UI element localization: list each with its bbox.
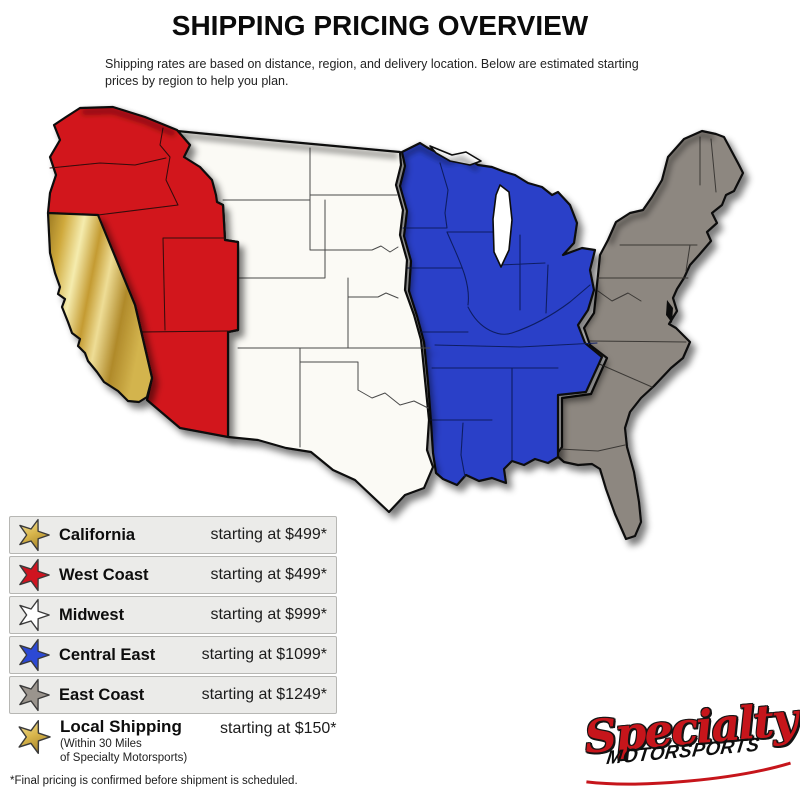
legend-row-central-east: Central East starting at $1099* (9, 636, 337, 674)
legend-row-local-shipping: Local Shipping (Within 30 Miles of Speci… (9, 717, 337, 765)
pricing-legend: California starting at $499* West Coast … (9, 516, 337, 765)
region-west-coast (46, 105, 240, 439)
legend-label-east-coast: East Coast (59, 685, 145, 704)
west-coast-top-shadow (81, 107, 177, 137)
local-shipping-sub-line-2: of Specialty Motorsports) (60, 751, 188, 764)
midwest-top-shadow (179, 131, 399, 160)
legend-price-midwest: starting at $999* (210, 606, 327, 623)
subtitle-line-2: prices by region to help you plan. (105, 74, 289, 88)
legend-label-local-shipping: Local Shipping (60, 717, 182, 736)
central-east-star-icon (19, 638, 50, 672)
page-title: SHIPPING PRICING OVERVIEW (171, 10, 589, 41)
specialty-motorsports-logo: Specialty MOTORSPORTS (573, 692, 800, 800)
region-east-coast-shape (554, 129, 745, 541)
central-east-top-shadow (401, 143, 480, 172)
legend-label-west-coast: West Coast (59, 565, 149, 584)
region-west-coast-shape (46, 105, 240, 439)
region-california-shape (46, 211, 154, 404)
chesapeake-bay-shape (666, 300, 673, 323)
state-borders-central-east (402, 162, 598, 478)
local-shipping-subtext: (Within 30 Miles of Specialty Motorsport… (60, 738, 208, 765)
legend-row-midwest: Midwest starting at $999* (9, 596, 337, 634)
region-california (46, 211, 154, 404)
us-regions-map-svg (46, 105, 745, 541)
local-shipping-star-icon (18, 720, 51, 755)
legend-row-california: California starting at $499* (9, 516, 337, 554)
legend-row-west-coast: West Coast starting at $499* (9, 556, 337, 594)
region-east-coast (554, 129, 745, 541)
legend-price-west-coast: starting at $499* (210, 566, 327, 583)
legend-label-central-east: Central East (59, 645, 156, 664)
legend-price-east-coast: starting at $1249* (201, 686, 327, 703)
east-coast-star-icon (19, 678, 50, 712)
pricing-footnote: *Final pricing is confirmed before shipm… (10, 775, 298, 787)
midwest-star-icon (19, 598, 50, 632)
west-coast-star-icon (19, 558, 50, 592)
region-central-east-shape (398, 141, 604, 487)
subtitle-line-1: Shipping rates are based on distance, re… (105, 57, 639, 71)
legend-price-california: starting at $499* (210, 526, 327, 543)
lake-michigan-shape (492, 184, 513, 268)
legend-price-local-shipping: starting at $150* (220, 720, 337, 737)
region-midwest (175, 129, 435, 514)
state-borders-midwest (222, 147, 431, 448)
state-borders-west-coast (49, 127, 229, 333)
legend-label-midwest: Midwest (59, 605, 125, 624)
california-star-icon (19, 518, 50, 552)
legend-label-california: California (59, 525, 136, 544)
local-shipping-text: Local Shipping (Within 30 Miles of Speci… (60, 717, 208, 765)
legend-row-east-coast: East Coast starting at $1249* (9, 676, 337, 714)
us-regions-map (0, 95, 800, 555)
local-shipping-sub-line-1: (Within 30 Miles (60, 738, 142, 750)
page-subtitle: Shipping rates are based on distance, re… (105, 56, 695, 90)
legend-price-central-east: starting at $1099* (201, 646, 327, 663)
logo-swash-icon (586, 761, 791, 786)
state-borders-east-coast (559, 136, 717, 452)
region-central-east (398, 141, 604, 487)
east-coast-top-shadow (607, 131, 715, 246)
